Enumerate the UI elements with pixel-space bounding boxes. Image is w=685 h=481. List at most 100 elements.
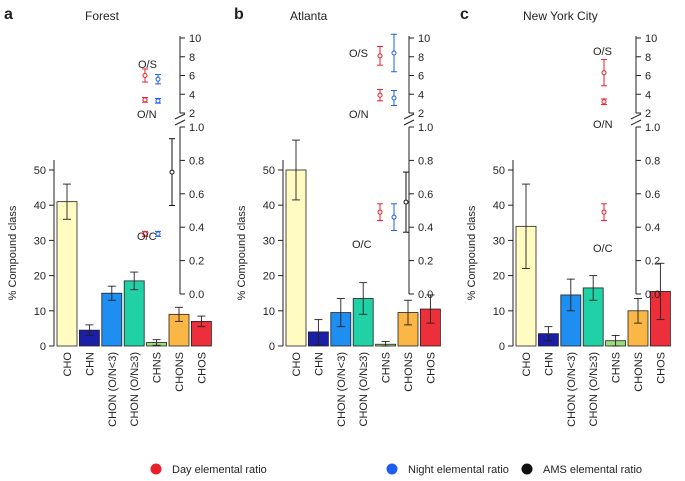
ratio-label: O/N (593, 119, 613, 131)
ratio-tick-label: 0.0 (418, 289, 433, 301)
oc-day-point (601, 209, 607, 215)
legend-label: AMS elemental ratio (543, 464, 642, 476)
y-tick-label: 50 (493, 165, 505, 177)
y-tick-label: 0 (40, 341, 46, 353)
os-day-point (377, 53, 383, 59)
y-tick-label: 10 (34, 306, 46, 318)
y-tick-label: 0 (499, 341, 505, 353)
on-day-point (377, 92, 383, 98)
y-axis-title: % Compound class (466, 205, 478, 300)
panel-c: c New York City 0 10 20 30 40 50 % Compound clas… (460, 6, 671, 427)
oc-night-point (155, 231, 161, 237)
legend-marker (386, 463, 398, 475)
oc-night-point (391, 214, 397, 220)
y-tick-label: 40 (493, 200, 505, 212)
axis-break (174, 113, 186, 120)
panel-title: New York City (523, 9, 598, 23)
ratio-tick-label: 0.2 (418, 256, 433, 268)
y-tick-label: 50 (263, 165, 275, 177)
bar (56, 201, 78, 347)
os-day-point (142, 73, 148, 78)
x-tick-label: CHOS (425, 352, 437, 384)
ratio-tick-label: 8 (189, 52, 195, 64)
ratio-tick-label: 4 (189, 89, 195, 101)
ratio-tick-label: 1.0 (645, 122, 660, 134)
ratio-label: O/C (352, 239, 372, 251)
ratio-tick-label: 0.8 (189, 155, 204, 167)
panel-letter: b (234, 6, 244, 23)
ratio-tick-label: 0.6 (645, 189, 660, 201)
y-tick-label: 10 (263, 306, 275, 318)
axis-break (174, 119, 186, 126)
panel-title: Atlanta (290, 9, 328, 23)
ratio-tick-label: 0.2 (189, 256, 204, 268)
ratio-tick-label: 8 (645, 52, 651, 64)
ratio-tick-label: 0.4 (189, 222, 204, 234)
x-tick-label: CHOS (655, 352, 667, 384)
ratio-tick-label: 0.6 (418, 189, 433, 201)
y-tick-label: 10 (493, 306, 505, 318)
legend: Day elemental ratio Night elemental ratio… (150, 463, 642, 476)
x-tick-label: CHON (O/N≥3) (129, 352, 141, 426)
ratio-tick-label: 0.0 (189, 289, 204, 301)
ratio-tick-label: 10 (418, 33, 430, 45)
ratio-tick-label: 6 (645, 71, 651, 83)
oc-day-point (377, 209, 383, 215)
ratio-label: O/C (137, 231, 157, 243)
ratio-tick-label: 10 (189, 33, 201, 45)
panel-title: Forest (85, 9, 120, 23)
ratio-label: O/S (349, 48, 368, 60)
axis-break (630, 119, 642, 126)
panel-b: b Atlanta 0 10 20 30 40 50 % Compound class CHO CH… (234, 6, 441, 427)
x-tick-label: CHON (O/N<3) (336, 352, 348, 427)
y-tick-label: 40 (263, 200, 275, 212)
ratio-tick-label: 8 (418, 52, 424, 64)
y-tick-label: 30 (34, 235, 46, 247)
x-tick-label: CHN (543, 352, 555, 376)
y-tick-label: 20 (493, 271, 505, 283)
x-tick-label: CHONS (633, 352, 645, 392)
x-tick-label: CHO (521, 352, 533, 377)
ratio-tick-label: 6 (418, 71, 424, 83)
bar (101, 292, 123, 347)
x-tick-label: CHO (62, 352, 74, 377)
ratio-tick-label: 1.0 (418, 122, 433, 134)
x-tick-label: CHN (313, 352, 325, 376)
ratio-tick-label: 2 (189, 108, 195, 120)
os-night-point (391, 50, 397, 56)
ratio-tick-label: 2 (418, 108, 424, 120)
ratio-label: O/S (593, 46, 612, 58)
ratio-tick-label: 1.0 (189, 122, 204, 134)
x-tick-label: CHO (291, 352, 303, 377)
os-day-point (601, 70, 607, 76)
oc-day-point (142, 231, 148, 237)
on-night-point (155, 98, 161, 104)
axis-break (630, 113, 642, 120)
on-day-point (142, 97, 148, 103)
ratio-tick-label: 0.4 (418, 222, 433, 234)
x-tick-label: CHONS (403, 352, 415, 392)
ratio-tick-label: 10 (645, 33, 657, 45)
ratio-tick-label: 2 (645, 108, 651, 120)
ratio-tick-label: 0.2 (645, 256, 660, 268)
ratio-tick-label: 0.4 (645, 222, 660, 234)
y-tick-label: 40 (34, 200, 46, 212)
x-tick-label: CHNS (611, 352, 623, 383)
on-night-point (391, 95, 397, 101)
x-tick-label: CHON (O/N<3) (107, 352, 119, 427)
ratio-tick-label: 4 (418, 89, 424, 101)
ratio-label: O/N (349, 109, 369, 121)
on-day-point (601, 99, 607, 105)
ratio-label: O/N (137, 109, 157, 121)
ratio-tick-label: 0.0 (645, 289, 660, 301)
panel-letter: c (460, 6, 469, 23)
ratio-tick-label: 4 (645, 89, 651, 101)
x-tick-label: CHNS (381, 352, 393, 383)
axis-break (403, 113, 415, 120)
y-tick-label: 50 (34, 165, 46, 177)
x-tick-label: CHONS (174, 352, 186, 392)
oc-ams-point (169, 169, 175, 175)
legend-marker (150, 463, 162, 475)
x-tick-label: CHNS (152, 352, 164, 383)
